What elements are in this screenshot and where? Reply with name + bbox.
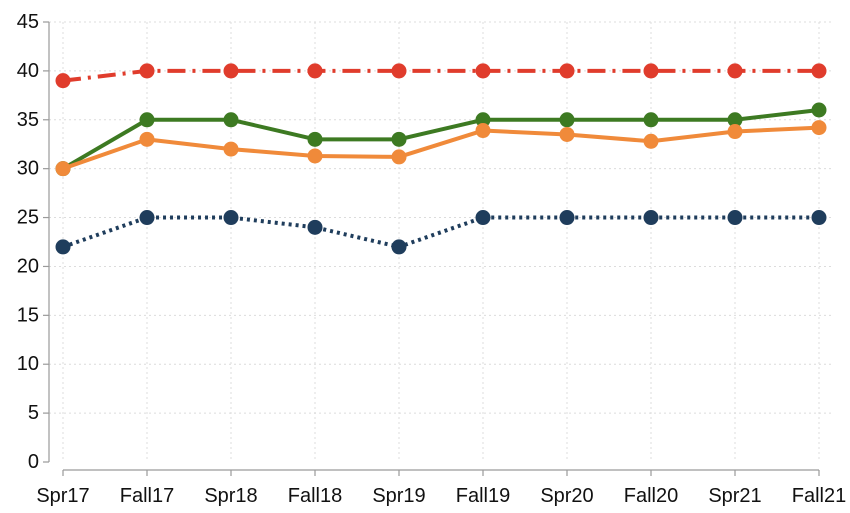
data-point xyxy=(139,63,155,79)
data-point xyxy=(811,102,827,118)
y-tick-label: 5 xyxy=(28,402,39,424)
series-1 xyxy=(55,102,827,177)
data-point xyxy=(223,210,239,226)
y-tick-label: 30 xyxy=(17,158,39,180)
y-tick-label: 20 xyxy=(17,255,39,277)
data-point xyxy=(391,239,407,255)
y-tick-label: 45 xyxy=(17,11,39,33)
tick-labels: 0 5 10 15 20 25 30 35 40 45 Spr17 Fall17 Spr18 Fall18… xyxy=(17,11,846,507)
data-point xyxy=(727,124,743,140)
data-point xyxy=(811,63,827,79)
data-point xyxy=(307,131,323,147)
data-point xyxy=(559,210,575,226)
data-point xyxy=(559,126,575,142)
data-point xyxy=(475,112,491,128)
data-point xyxy=(475,210,491,226)
x-tick-label: Fall17 xyxy=(120,485,174,507)
data-point xyxy=(475,63,491,79)
data-point xyxy=(727,63,743,79)
data-point xyxy=(391,149,407,165)
y-tick-label: 0 xyxy=(28,451,39,473)
y-tick-label: 15 xyxy=(17,304,39,326)
data-point xyxy=(811,120,827,136)
data-point xyxy=(139,131,155,147)
series-line-1 xyxy=(61,108,820,171)
data-point xyxy=(55,239,71,255)
data-point xyxy=(55,73,71,89)
x-tick-label: Fall20 xyxy=(624,485,678,507)
y-tick-label: 35 xyxy=(17,109,39,131)
data-point xyxy=(475,123,491,139)
y-tick-label: 40 xyxy=(17,60,39,82)
data-point xyxy=(307,148,323,164)
data-point xyxy=(727,210,743,226)
axes xyxy=(43,21,820,476)
data-point xyxy=(139,112,155,128)
data-point xyxy=(643,63,659,79)
data-point xyxy=(643,112,659,128)
data-point xyxy=(811,210,827,226)
x-tick-label: Fall21 xyxy=(792,485,846,507)
x-tick-label: Spr20 xyxy=(540,485,593,507)
data-point xyxy=(727,112,743,128)
series-2 xyxy=(55,120,827,177)
x-tick-label: Spr18 xyxy=(204,485,257,507)
data-point xyxy=(223,63,239,79)
y-tick-label: 25 xyxy=(17,207,39,229)
data-point xyxy=(223,141,239,157)
data-point xyxy=(391,63,407,79)
y-tick-label: 10 xyxy=(17,353,39,375)
data-point xyxy=(139,210,155,226)
x-tick-label: Spr19 xyxy=(372,485,425,507)
gridlines xyxy=(49,21,833,462)
series-0 xyxy=(55,63,827,89)
series-3 xyxy=(55,210,827,255)
x-tick-label: Fall19 xyxy=(456,485,510,507)
x-tick-label: Spr17 xyxy=(36,485,89,507)
data-point xyxy=(55,161,71,177)
series-line-0 xyxy=(62,68,819,83)
data-point xyxy=(643,133,659,149)
data-point xyxy=(307,219,323,235)
x-tick-label: Spr21 xyxy=(708,485,761,507)
data-point xyxy=(643,210,659,226)
x-tick-label: Fall18 xyxy=(288,485,342,507)
data-point xyxy=(391,131,407,147)
data-point xyxy=(307,63,323,79)
series-line-3 xyxy=(62,215,819,249)
data-point xyxy=(559,112,575,128)
data-point xyxy=(559,63,575,79)
series-line-2 xyxy=(62,125,820,171)
data-point xyxy=(223,112,239,128)
series-group xyxy=(55,63,827,255)
